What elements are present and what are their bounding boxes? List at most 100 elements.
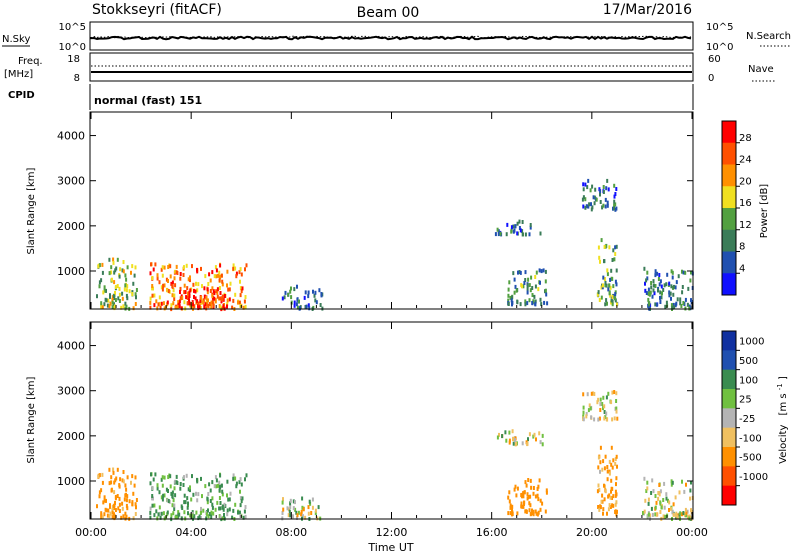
echo-cell [652, 489, 655, 494]
echo-cell [214, 299, 217, 304]
echo-cell [222, 304, 225, 309]
echo-cell [160, 495, 163, 500]
echo-cell [226, 283, 228, 288]
echo-cell [234, 266, 237, 271]
echo-cell [685, 482, 687, 487]
echo-cell [186, 496, 189, 501]
echo-cell [602, 190, 605, 194]
echo-cell [606, 178, 609, 183]
echo-cell [675, 280, 678, 285]
echo-cell [602, 507, 605, 512]
echo-cell [197, 306, 200, 311]
echo-cell [173, 276, 176, 281]
echo-cell [234, 502, 237, 507]
echo-cell [241, 286, 244, 291]
echo-cell [185, 263, 188, 268]
echo-cell [114, 514, 116, 519]
echo-cell [161, 497, 164, 502]
echo-cell [300, 509, 303, 514]
echo-cell [672, 502, 675, 507]
echo-cell [643, 266, 646, 271]
colorbar-swatch [722, 427, 736, 448]
echo-cell [232, 473, 235, 478]
echo-cell [524, 480, 527, 485]
echo-cell [124, 273, 127, 278]
echo-cell [219, 274, 222, 279]
echo-cell [518, 270, 521, 274]
echo-cell [125, 277, 128, 282]
echo-cell [191, 474, 193, 479]
echo-cell [131, 264, 134, 269]
echo-cell [134, 292, 137, 297]
echo-cell [245, 473, 248, 478]
echo-cell [149, 296, 152, 301]
echo-cell [220, 483, 223, 488]
echo-cell [206, 497, 209, 502]
echo-cell [647, 287, 650, 292]
echo-cell [235, 481, 238, 486]
echo-cell [114, 500, 116, 505]
echo-cell [180, 306, 183, 311]
echo-cell [205, 296, 208, 300]
echo-cell [668, 290, 671, 295]
echo-cell [296, 305, 299, 310]
echo-cell [209, 499, 212, 503]
echo-cell [108, 271, 111, 276]
echo-cell [109, 511, 112, 516]
echo-cell [520, 283, 523, 288]
echo-cell [496, 227, 499, 232]
velocity-colorbar-unit-end: ] [778, 376, 789, 380]
echo-cell [601, 493, 604, 498]
echo-cell [244, 267, 246, 272]
echo-cell [219, 484, 222, 489]
echo-cell [516, 221, 519, 226]
echo-cell [526, 496, 529, 501]
echo-cell [606, 272, 609, 277]
echo-cell [513, 277, 516, 282]
echo-cell [126, 475, 129, 480]
echo-cell [239, 496, 242, 501]
echo-cell [677, 515, 680, 520]
echo-cell [604, 302, 607, 307]
echo-cell [524, 278, 527, 282]
echo-cell [608, 245, 611, 250]
echo-cell [186, 301, 189, 306]
echo-cell [209, 289, 212, 293]
echo-cell [179, 290, 181, 294]
echo-cell [610, 489, 612, 494]
echo-cell [310, 511, 313, 515]
echo-cell [600, 238, 603, 243]
echo-cell [101, 472, 104, 477]
echo-cell [649, 290, 652, 295]
echo-cell [111, 297, 114, 302]
echo-cell [304, 290, 307, 295]
echo-cell [179, 286, 182, 291]
echo-cell [534, 494, 537, 499]
cpid-label: CPID [8, 90, 35, 101]
echo-cell [221, 504, 224, 509]
echo-cell [189, 278, 191, 283]
echo-cell [590, 391, 593, 396]
echo-cell [506, 222, 509, 227]
echo-cell [599, 445, 602, 450]
echo-cell [657, 491, 660, 495]
echo-cell [185, 473, 188, 478]
echo-cell [234, 292, 237, 297]
echo-cell [609, 495, 612, 500]
colorbar-tick-label: 28 [739, 133, 752, 144]
echo-cell [117, 506, 120, 511]
echo-cell [650, 491, 653, 495]
colorbar-frame [721, 330, 737, 506]
nsky-panel: N.Sky 10^5 10^0 10^5 10^0 N.Search [2, 21, 791, 53]
echo-cell [604, 454, 607, 459]
echo-cell [584, 205, 587, 210]
echo-cell [167, 279, 169, 283]
echo-cell [659, 290, 662, 295]
echo-cell [151, 503, 154, 508]
echo-cell [587, 408, 590, 413]
echo-cell [242, 515, 245, 520]
echo-cell [541, 442, 544, 447]
echo-cell [211, 300, 214, 304]
x-tick-label: 12:00 [376, 526, 408, 539]
echo-cell [174, 283, 177, 288]
